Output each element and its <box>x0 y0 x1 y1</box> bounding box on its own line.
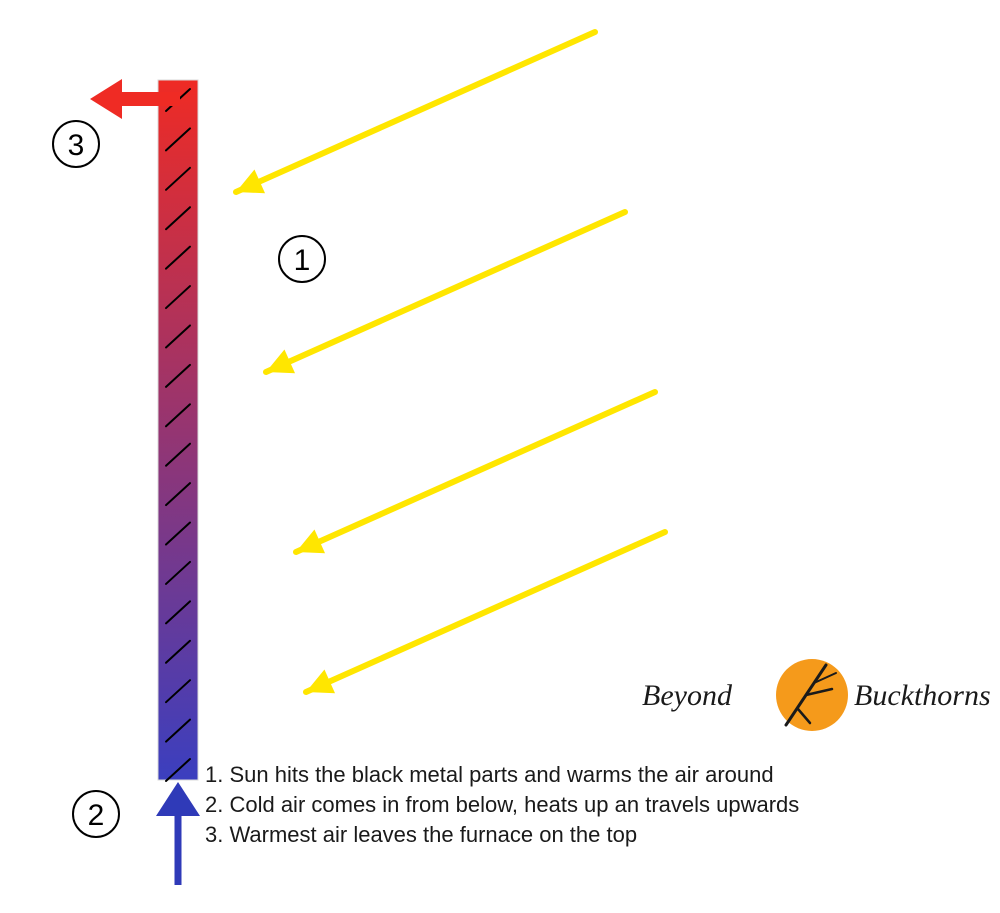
label-1: 1 <box>278 235 326 283</box>
furnace-column <box>158 80 198 780</box>
sun-ray-arrows <box>236 32 665 693</box>
logo-word-buckthorns: Buckthorns <box>854 679 991 713</box>
cold-air-arrow <box>156 782 200 885</box>
label-2: 2 <box>72 790 120 838</box>
legend-block: 1. Sun hits the black metal parts and wa… <box>205 760 965 850</box>
label-3: 3 <box>52 120 100 168</box>
legend-line-1: 1. Sun hits the black metal parts and wa… <box>205 760 965 790</box>
legend-line-2: 2. Cold air comes in from below, heats u… <box>205 790 965 820</box>
brand-logo: Beyond Buckthorns <box>642 655 982 735</box>
legend-line-3: 3. Warmest air leaves the furnace on the… <box>205 820 965 850</box>
